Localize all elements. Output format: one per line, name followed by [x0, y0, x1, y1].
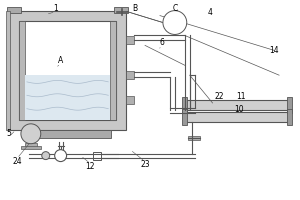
Bar — [9, 11, 126, 130]
Text: 23: 23 — [140, 160, 150, 169]
Bar — [287, 97, 292, 113]
Circle shape — [55, 150, 67, 162]
Circle shape — [42, 152, 50, 160]
Circle shape — [163, 11, 187, 34]
Text: 11: 11 — [237, 92, 246, 101]
Bar — [126, 71, 134, 79]
Bar — [182, 109, 187, 125]
Text: 6: 6 — [160, 38, 164, 47]
Bar — [126, 96, 134, 104]
Text: A: A — [58, 56, 63, 65]
Text: 22: 22 — [215, 92, 224, 101]
Bar — [185, 112, 289, 122]
Text: 5: 5 — [7, 129, 11, 138]
Text: 10: 10 — [235, 105, 244, 114]
Bar — [182, 97, 187, 113]
Text: 24: 24 — [12, 157, 22, 166]
Bar — [287, 109, 292, 125]
Bar — [110, 21, 116, 120]
Text: 1: 1 — [53, 4, 58, 13]
Text: C: C — [172, 4, 178, 13]
Bar — [25, 75, 110, 120]
Text: B: B — [133, 4, 138, 13]
Bar — [114, 7, 128, 13]
Text: 4: 4 — [207, 8, 212, 17]
Bar — [25, 143, 37, 147]
Bar — [93, 152, 101, 160]
Bar — [24, 130, 111, 138]
Text: 14: 14 — [269, 46, 279, 55]
Bar — [185, 100, 289, 110]
Bar — [6, 11, 10, 130]
Bar — [188, 136, 200, 140]
Bar — [7, 7, 21, 13]
Bar — [19, 21, 25, 120]
Text: 12: 12 — [86, 162, 95, 171]
Bar — [19, 21, 116, 120]
Bar — [126, 36, 134, 44]
Circle shape — [21, 124, 41, 144]
Bar — [21, 146, 41, 149]
